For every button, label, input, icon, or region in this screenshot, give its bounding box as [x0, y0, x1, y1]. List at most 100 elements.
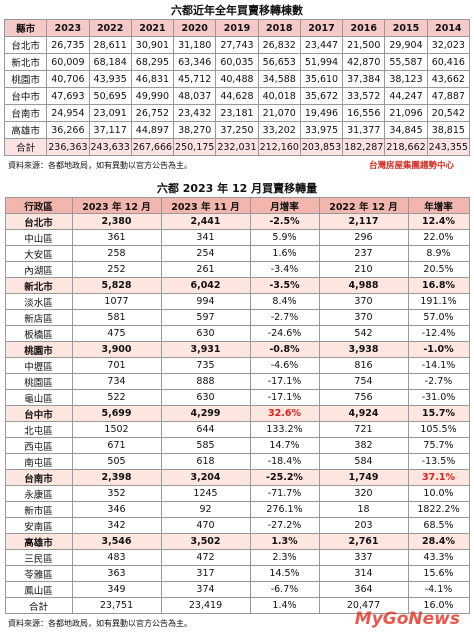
cell: 250,175 [173, 138, 217, 156]
table1-title: 六都近年全年買賣移轉棟數 [171, 4, 303, 17]
cell: -13.5% [407, 453, 470, 470]
cell: 735 [160, 357, 251, 374]
cell: 20.5% [407, 261, 470, 278]
row: 台南市 24,954 23,091 26,752 23,432 23,181 21,070 1… [3, 104, 471, 122]
header-row: 縣市 2023 2022 2021 2020 2019 2018 2017 2016 2015 20… [3, 19, 471, 37]
cell: 51,994 [299, 53, 344, 71]
cell: 32.6% [249, 405, 320, 422]
cell: 60,009 [46, 53, 90, 71]
row: 安南區 342 470 -27.2% 203 68.5% [4, 517, 470, 534]
cell: -6.7% [249, 581, 320, 598]
cell: -4.1% [407, 581, 470, 598]
cell: 16.0% [407, 597, 470, 614]
header-cell: 2015 [384, 19, 428, 37]
cell: 2,441 [160, 213, 251, 230]
cell: 26,735 [46, 36, 90, 54]
cell: 581 [71, 309, 162, 326]
cell: 734 [71, 373, 162, 390]
cell: 182,287 [342, 138, 386, 156]
cell: 68,295 [130, 53, 175, 71]
cell: -2.5% [249, 213, 320, 230]
cell: 27,743 [215, 36, 259, 54]
cell: 3,900 [71, 341, 162, 358]
cell: 37,250 [215, 121, 259, 139]
cell: 2,117 [318, 213, 409, 230]
cell: 內湖區 [4, 261, 73, 278]
cell: -17.1% [249, 389, 320, 406]
cell: 3,938 [318, 341, 409, 358]
cell: 台南市 [4, 469, 73, 486]
cell: 高雄市 [3, 121, 48, 139]
cell: 3,931 [160, 341, 251, 358]
cell: 48,037 [173, 87, 217, 105]
cell: 43,935 [88, 70, 132, 88]
cell: 721 [318, 421, 409, 438]
cell: 243,633 [88, 138, 132, 156]
cell: 5,828 [71, 277, 162, 294]
cell: 382 [318, 437, 409, 454]
row: 苓雅區 363 317 14.5% 314 15.6% [4, 565, 470, 582]
cell: 西屯區 [4, 437, 73, 454]
cell: 10.0% [407, 485, 470, 502]
cell: 701 [71, 357, 162, 374]
row: 大安區 258 254 1.6% 237 8.9% [4, 245, 470, 262]
cell: 342 [71, 517, 162, 534]
cell: 4,988 [318, 277, 409, 294]
cell: 237 [318, 245, 409, 262]
cell: 276.1% [249, 501, 320, 518]
cell: 永康區 [4, 485, 73, 502]
cell: 1.3% [249, 533, 320, 550]
cell: 16.8% [407, 277, 470, 294]
cell: 756 [318, 389, 409, 406]
cell: 49,990 [130, 87, 175, 105]
table2-title: 六都 2023 年 12 月買賣移轉量 [156, 182, 318, 195]
row: 台北市 2,380 2,441 -2.5% 2,117 12.4% [4, 213, 470, 230]
cell: 2.3% [249, 549, 320, 566]
row: 新店區 581 597 -2.7% 370 57.0% [4, 309, 470, 326]
cell: 212,160 [257, 138, 301, 156]
cell: 31,180 [173, 36, 217, 54]
cell: 374 [160, 581, 251, 598]
cell: 3,204 [160, 469, 251, 486]
cell: 桃園區 [4, 373, 73, 390]
cell: 258 [71, 245, 162, 262]
cell: 鳳山區 [4, 581, 73, 598]
cell: 桃園市 [4, 341, 73, 358]
header-row: 行政區 2023 年 12 月 2023 年 11 月月增率 2022 年 12 月年… [4, 197, 470, 214]
cell: 363 [71, 565, 162, 582]
cell: 合計 [4, 597, 73, 614]
cell: 40,706 [46, 70, 90, 88]
cell: 21,070 [257, 104, 301, 122]
row: 中山區 361 341 5.9% 296 22.0% [4, 229, 470, 246]
cell: 630 [160, 389, 251, 406]
header-cell: 2017 [299, 19, 344, 37]
header-cell: 2019 [215, 19, 259, 37]
cell: 板橋區 [4, 325, 73, 342]
cell: 68.5% [407, 517, 470, 534]
header-cell: 2021 [130, 19, 175, 37]
cell: 133.2% [249, 421, 320, 438]
cell: 台北市 [4, 213, 73, 230]
header-cell: 2023 年 11 月 [160, 197, 251, 214]
cell: 北屯區 [4, 421, 73, 438]
cell: 505 [71, 453, 162, 470]
cell: 243,355 [426, 138, 471, 156]
cell: 15.6% [407, 565, 470, 582]
cell: 22.0% [407, 229, 470, 246]
cell: 20,542 [426, 104, 471, 122]
cell: 472 [160, 549, 251, 566]
cell: 21,096 [384, 104, 428, 122]
cell: 4,299 [160, 405, 251, 422]
cell: 16,556 [342, 104, 386, 122]
cell: 中山區 [4, 229, 73, 246]
cell: 新市區 [4, 501, 73, 518]
row: 高雄市 36,266 37,117 44,897 38,270 37,250 33,202 3… [3, 121, 471, 139]
cell: 新北市 [4, 277, 73, 294]
cell: 44,897 [130, 121, 175, 139]
cell: 三民區 [4, 549, 73, 566]
cell: 105.5% [407, 421, 470, 438]
cell: 46,831 [130, 70, 175, 88]
cell: 台北市 [3, 36, 48, 54]
cell: 203 [318, 517, 409, 534]
row: 中壢區 701 735 -4.6% 816 -14.1% [4, 357, 470, 374]
